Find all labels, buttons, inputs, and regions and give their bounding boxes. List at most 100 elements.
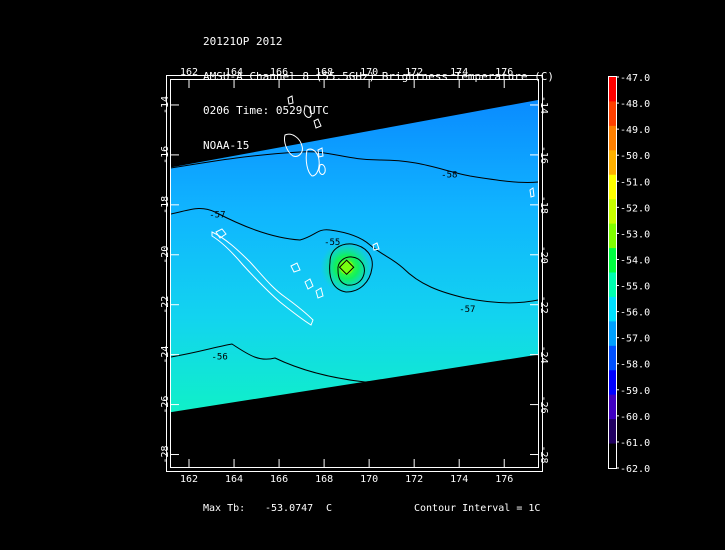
colorbar-label: -62.0 [620,464,650,475]
lon-label-top: 164 [225,67,243,78]
colorbar: -47.0 -48.0 -49.0 -50.0 -51.0 -52.0 -53.0 -54.0… [608,73,650,475]
colorbar-label: -58.0 [620,360,650,371]
inner-frame [170,79,539,468]
coastline [215,228,227,239]
colorbar-swatch [609,321,616,347]
contour-line [329,243,373,293]
max-tb-unit: C [326,503,333,514]
coastline [284,133,303,157]
lat-label-right: -18 [538,196,549,214]
contour-label: -56 [212,353,228,363]
lon-label-top: 166 [270,67,288,78]
coastline [287,95,294,105]
lat-label-left: -26 [160,396,171,414]
colorbar-swatch [609,150,616,176]
lon-label-bottom: 162 [180,474,198,485]
header-storm-id: 20121OP 2012 [203,35,283,48]
lat-label-left: -14 [160,96,171,114]
colorbar-swatch [609,370,616,396]
map-frame [166,75,543,472]
contour-line [171,343,441,383]
lat-label-right: -16 [538,146,549,164]
contour-label: -57 [459,305,475,315]
colorbar-swatch [609,125,616,151]
colorbar-label: -57.0 [620,334,650,345]
coastline [211,231,314,326]
lat-label-left: -18 [160,196,171,214]
colorbar-label: -61.0 [620,438,650,449]
colorbar-swatch [609,296,616,322]
coastline [303,105,312,118]
colorbar-swatch [609,248,616,273]
lon-label-top: 162 [180,67,198,78]
contour-line [337,256,365,286]
lat-label-right: -28 [538,445,549,463]
lon-label-top: 176 [495,67,513,78]
contour-label: -57 [209,210,225,220]
max-tb-value: -53.0747 [265,503,314,514]
lat-label-right: -26 [538,396,549,414]
lon-label-bottom: 170 [360,474,378,485]
colorbar-label: -50.0 [620,151,650,162]
contour-label: -58 [441,170,457,180]
coastline [529,187,535,198]
colorbar-label: -54.0 [620,255,650,266]
contour-label: -55 [324,238,340,248]
contour-interval: Contour Interval = 1C [414,503,541,514]
coastline [315,287,324,299]
contour-line [171,208,538,304]
colorbar-swatch [609,394,616,420]
lon-label-top: 172 [405,67,423,78]
lat-label-right: -22 [538,296,549,314]
max-tb-label: Max Tb: [203,503,246,514]
colorbar-label: -53.0 [620,229,650,240]
colorbar-swatch [609,345,616,371]
swath-layer [171,99,538,413]
coastline [304,278,314,290]
coastline [372,242,380,251]
axis-ticks: 162 162 164 164 166 166 168 168 170 170 172 172 174 1… [160,67,549,485]
lat-label-left: -28 [160,445,171,463]
colorbar-label: -55.0 [620,282,650,293]
colorbar-swatch [609,443,616,469]
header-satellite: NOAA-15 [203,138,250,152]
lat-label-right: -24 [538,346,549,364]
colorbar-swatch [609,77,616,102]
colorbar-border [608,76,617,469]
colorbar-label: -48.0 [620,99,650,110]
lon-label-bottom: 172 [405,474,423,485]
outer-frame [166,75,543,472]
contour-layer: -58 -57 -56 -57 -55 [171,151,538,383]
colorbar-label: -56.0 [620,308,650,319]
lon-label-bottom: 164 [225,474,243,485]
lat-label-right: -14 [538,96,549,114]
lon-label-bottom: 174 [450,474,468,485]
lon-label-bottom: 176 [495,474,513,485]
coastline-layer [211,95,535,326]
colorbar-label: -47.0 [620,73,650,84]
lat-label-left: -24 [160,346,171,364]
colorbar-label: -52.0 [620,203,650,214]
coastline [313,118,322,129]
coastline [290,262,301,273]
colorbar-swatch [609,419,616,445]
coastline [305,148,320,177]
colorbar-swatch [609,199,616,225]
header-time: 0206 Time: 0529 UTC [203,104,329,117]
lon-label-top: 168 [315,67,333,78]
lat-label-right: -20 [538,246,549,264]
colorbar-label: -59.0 [620,386,650,397]
lon-label-top: 170 [360,67,378,78]
colorbar-swatch [609,223,616,249]
colorbar-swatch [609,101,616,127]
lon-label-bottom: 166 [270,474,288,485]
storm-center-contour [338,259,355,276]
storm-center [339,260,354,275]
colorbar-label: -49.0 [620,125,650,136]
lon-label-top: 174 [450,67,468,78]
lon-label-bottom: 168 [315,474,333,485]
lat-label-left: -20 [160,246,171,264]
lat-label-left: -22 [160,296,171,314]
colorbar-label: -51.0 [620,177,650,188]
